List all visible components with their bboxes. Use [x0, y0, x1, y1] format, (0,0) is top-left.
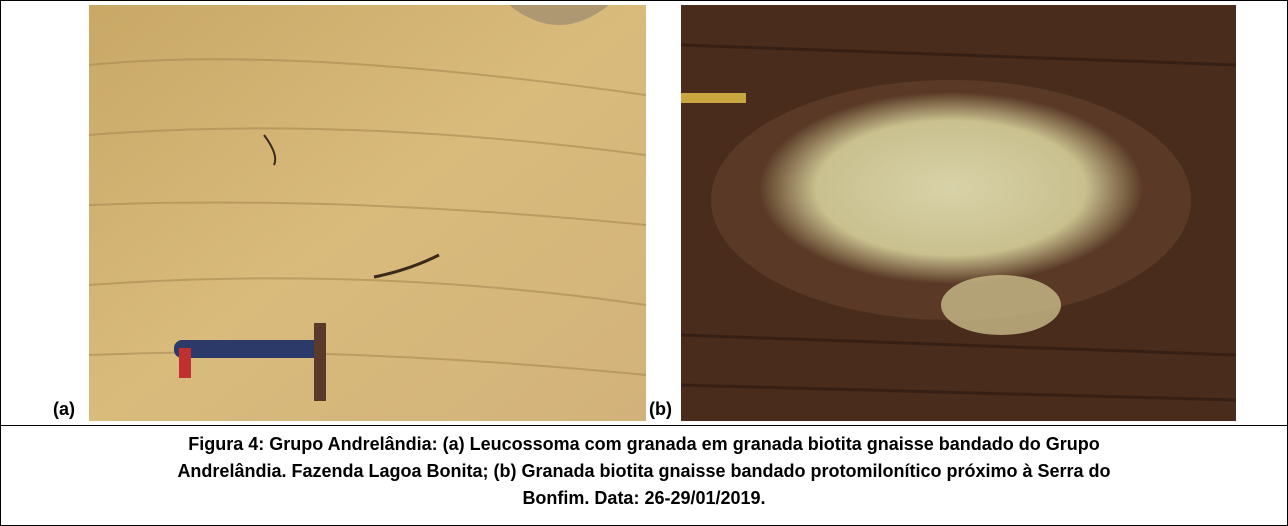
panel-label: (a) — [53, 399, 75, 419]
separator — [1, 425, 1287, 426]
photo-a — [89, 5, 646, 421]
caption-line: Andrelândia. Fazenda Lagoa Bonita; (b) G… — [177, 461, 1111, 481]
caption-line: Bonfim. Data: 26-29/01/2019. — [522, 488, 766, 508]
caption: Figura 4: Grupo Andrelândia: (a) Leucoss… — [1, 431, 1287, 512]
photo-b — [681, 5, 1236, 421]
panel-label: (b) — [649, 399, 672, 419]
caption-line: Figura 4: Grupo Andrelândia: (a) Leucoss… — [188, 434, 1100, 454]
